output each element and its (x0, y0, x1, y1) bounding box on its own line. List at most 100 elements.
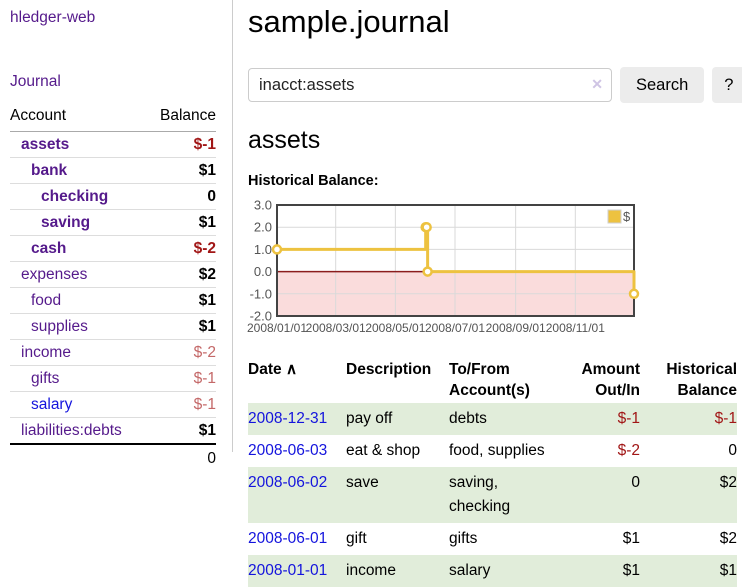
transaction-balance: $2 (719, 530, 737, 547)
transaction-date-link[interactable]: 2008-06-02 (248, 474, 328, 491)
register-row[interactable]: 2008-06-02 save saving, checking 0 $2 (248, 467, 737, 523)
register-header-row: Date ∧ Description To/From Account(s) Am… (248, 357, 737, 403)
svg-text:0.0: 0.0 (254, 264, 272, 279)
transaction-description: income (346, 562, 396, 579)
sidebar-account-row: checking 0 (10, 183, 216, 210)
transaction-balance: $2 (719, 474, 737, 491)
chart-legend-label: $ (623, 209, 631, 224)
transaction-balance: $-1 (714, 410, 737, 427)
help-button[interactable]: ? (712, 67, 742, 103)
sidebar-account-link[interactable]: assets (21, 136, 70, 153)
register-row[interactable]: 2008-01-01 income salary $1 $1 (248, 555, 737, 587)
transaction-accounts: food, supplies (449, 442, 545, 459)
sidebar-account-link[interactable]: liabilities:debts (21, 422, 122, 439)
account-heading: assets (248, 126, 321, 154)
search-bar: ✕ Search ? (248, 67, 742, 103)
svg-text:2008/09/01: 2008/09/01 (486, 321, 546, 335)
account-balance: $2 (147, 261, 216, 288)
sidebar-account-row: supplies $1 (10, 313, 216, 340)
sidebar-accounts-header-row: Account Balance (10, 107, 216, 132)
transaction-amount: 0 (631, 474, 640, 491)
sidebar-accounts-table: Account Balance assets $-1 bank $1 checking 0… (10, 107, 216, 472)
sidebar-account-link[interactable]: supplies (31, 318, 88, 335)
sidebar-account-row: gifts $-1 (10, 365, 216, 392)
account-balance: $-1 (147, 391, 216, 418)
account-balance: $-2 (147, 339, 216, 366)
sidebar-account-link[interactable]: cash (31, 240, 67, 257)
register-header-description: Description (346, 361, 432, 378)
sidebar-account-row: food $1 (10, 287, 216, 314)
svg-text:2008/07/01: 2008/07/01 (425, 321, 485, 335)
svg-text:3.0: 3.0 (254, 198, 272, 213)
sidebar-account-row: salary $-1 (10, 391, 216, 418)
register-header-amount: Amount Out/In (581, 361, 640, 399)
clear-search-icon[interactable]: ✕ (591, 76, 603, 92)
svg-text:1.0: 1.0 (254, 242, 272, 257)
account-balance: $1 (147, 313, 216, 340)
sidebar-account-row: liabilities:debts $1 (10, 417, 216, 445)
transaction-date-link[interactable]: 2008-01-01 (248, 562, 328, 579)
search-button[interactable]: Search (620, 67, 705, 103)
transaction-date-link[interactable]: 2008-12-31 (248, 410, 328, 427)
register-row[interactable]: 2008-12-31 pay off debts $-1 $-1 (248, 403, 737, 435)
sidebar-account-row: income $-2 (10, 339, 216, 366)
transaction-description: gift (346, 530, 367, 547)
search-input[interactable] (248, 68, 612, 102)
sidebar-account-link[interactable]: salary (31, 396, 73, 413)
sidebar-total-row: 0 (10, 443, 216, 472)
transaction-balance: $1 (719, 562, 737, 579)
svg-text:-2.0: -2.0 (250, 309, 272, 324)
accounts-header-account: Account (10, 107, 148, 132)
balance-chart-svg: $3.0 2.0 1.0 0.0 -1.0 -2.02008/01/012008/03/0… (247, 198, 640, 335)
sort-ascending-icon: ∧ (285, 361, 298, 378)
account-balance: 0 (147, 183, 216, 210)
transaction-accounts: salary (449, 562, 491, 579)
register-header-date-label: Date (248, 361, 282, 378)
sidebar-account-link[interactable]: saving (41, 214, 91, 231)
sidebar-accounts-body: assets $-1 bank $1 checking 0 saving $1 cash $-2 e… (10, 131, 216, 445)
account-balance: $1 (147, 417, 216, 445)
svg-text:2.0: 2.0 (254, 220, 272, 235)
register-header-balance: Historical Balance (666, 361, 737, 399)
transaction-amount: $1 (622, 530, 640, 547)
register-row[interactable]: 2008-06-01 gift gifts $1 $2 (248, 523, 737, 555)
sidebar-account-row: cash $-2 (10, 235, 216, 262)
account-balance: $-2 (147, 235, 216, 262)
sidebar-account-link[interactable]: food (31, 292, 62, 309)
sidebar-account-row: expenses $2 (10, 261, 216, 288)
transaction-balance: 0 (728, 442, 737, 459)
transaction-accounts: saving, checking (449, 474, 511, 515)
transaction-description: eat & shop (346, 442, 421, 459)
sidebar-account-link[interactable]: expenses (21, 266, 88, 283)
main-content: sample.journal ✕ Search ? assets Histori… (247, 0, 742, 587)
sidebar-account-link[interactable]: bank (31, 162, 68, 179)
sidebar-account-link[interactable]: gifts (31, 370, 60, 387)
transaction-accounts: debts (449, 410, 487, 427)
transaction-description: save (346, 474, 379, 491)
account-balance: $1 (147, 157, 216, 184)
accounts-header-balance: Balance (147, 107, 216, 132)
nav-journal-link[interactable]: Journal (10, 73, 61, 90)
account-balance: $-1 (147, 131, 216, 158)
account-balance: $1 (147, 209, 216, 236)
sidebar-account-link[interactable]: checking (41, 188, 109, 205)
svg-text:2008/03/01: 2008/03/01 (306, 321, 366, 335)
svg-text:2008/01/01: 2008/01/01 (247, 321, 307, 335)
register-header-date[interactable]: Date ∧ (248, 357, 346, 403)
sidebar-account-row: assets $-1 (10, 131, 216, 158)
brand-link[interactable]: hledger-web (10, 9, 96, 26)
sidebar-account-link[interactable]: income (21, 344, 71, 361)
register-row[interactable]: 2008-06-03 eat & shop food, supplies $-2 0 (248, 435, 737, 467)
sidebar: hledger-web Journal Account Balance asse… (0, 0, 233, 472)
svg-text:2008/05/01: 2008/05/01 (365, 321, 425, 335)
transaction-date-link[interactable]: 2008-06-01 (248, 530, 328, 547)
sidebar-total-balance: 0 (147, 443, 216, 472)
account-balance: $-1 (147, 365, 216, 392)
account-balance: $1 (147, 287, 216, 314)
transaction-date-link[interactable]: 2008-06-03 (248, 442, 328, 459)
sidebar-account-row: saving $1 (10, 209, 216, 236)
register-header-accounts: To/From Account(s) (449, 361, 530, 399)
svg-text:-1.0: -1.0 (250, 286, 272, 301)
transaction-amount: $-1 (617, 410, 640, 427)
page-title: sample.journal (248, 4, 450, 39)
